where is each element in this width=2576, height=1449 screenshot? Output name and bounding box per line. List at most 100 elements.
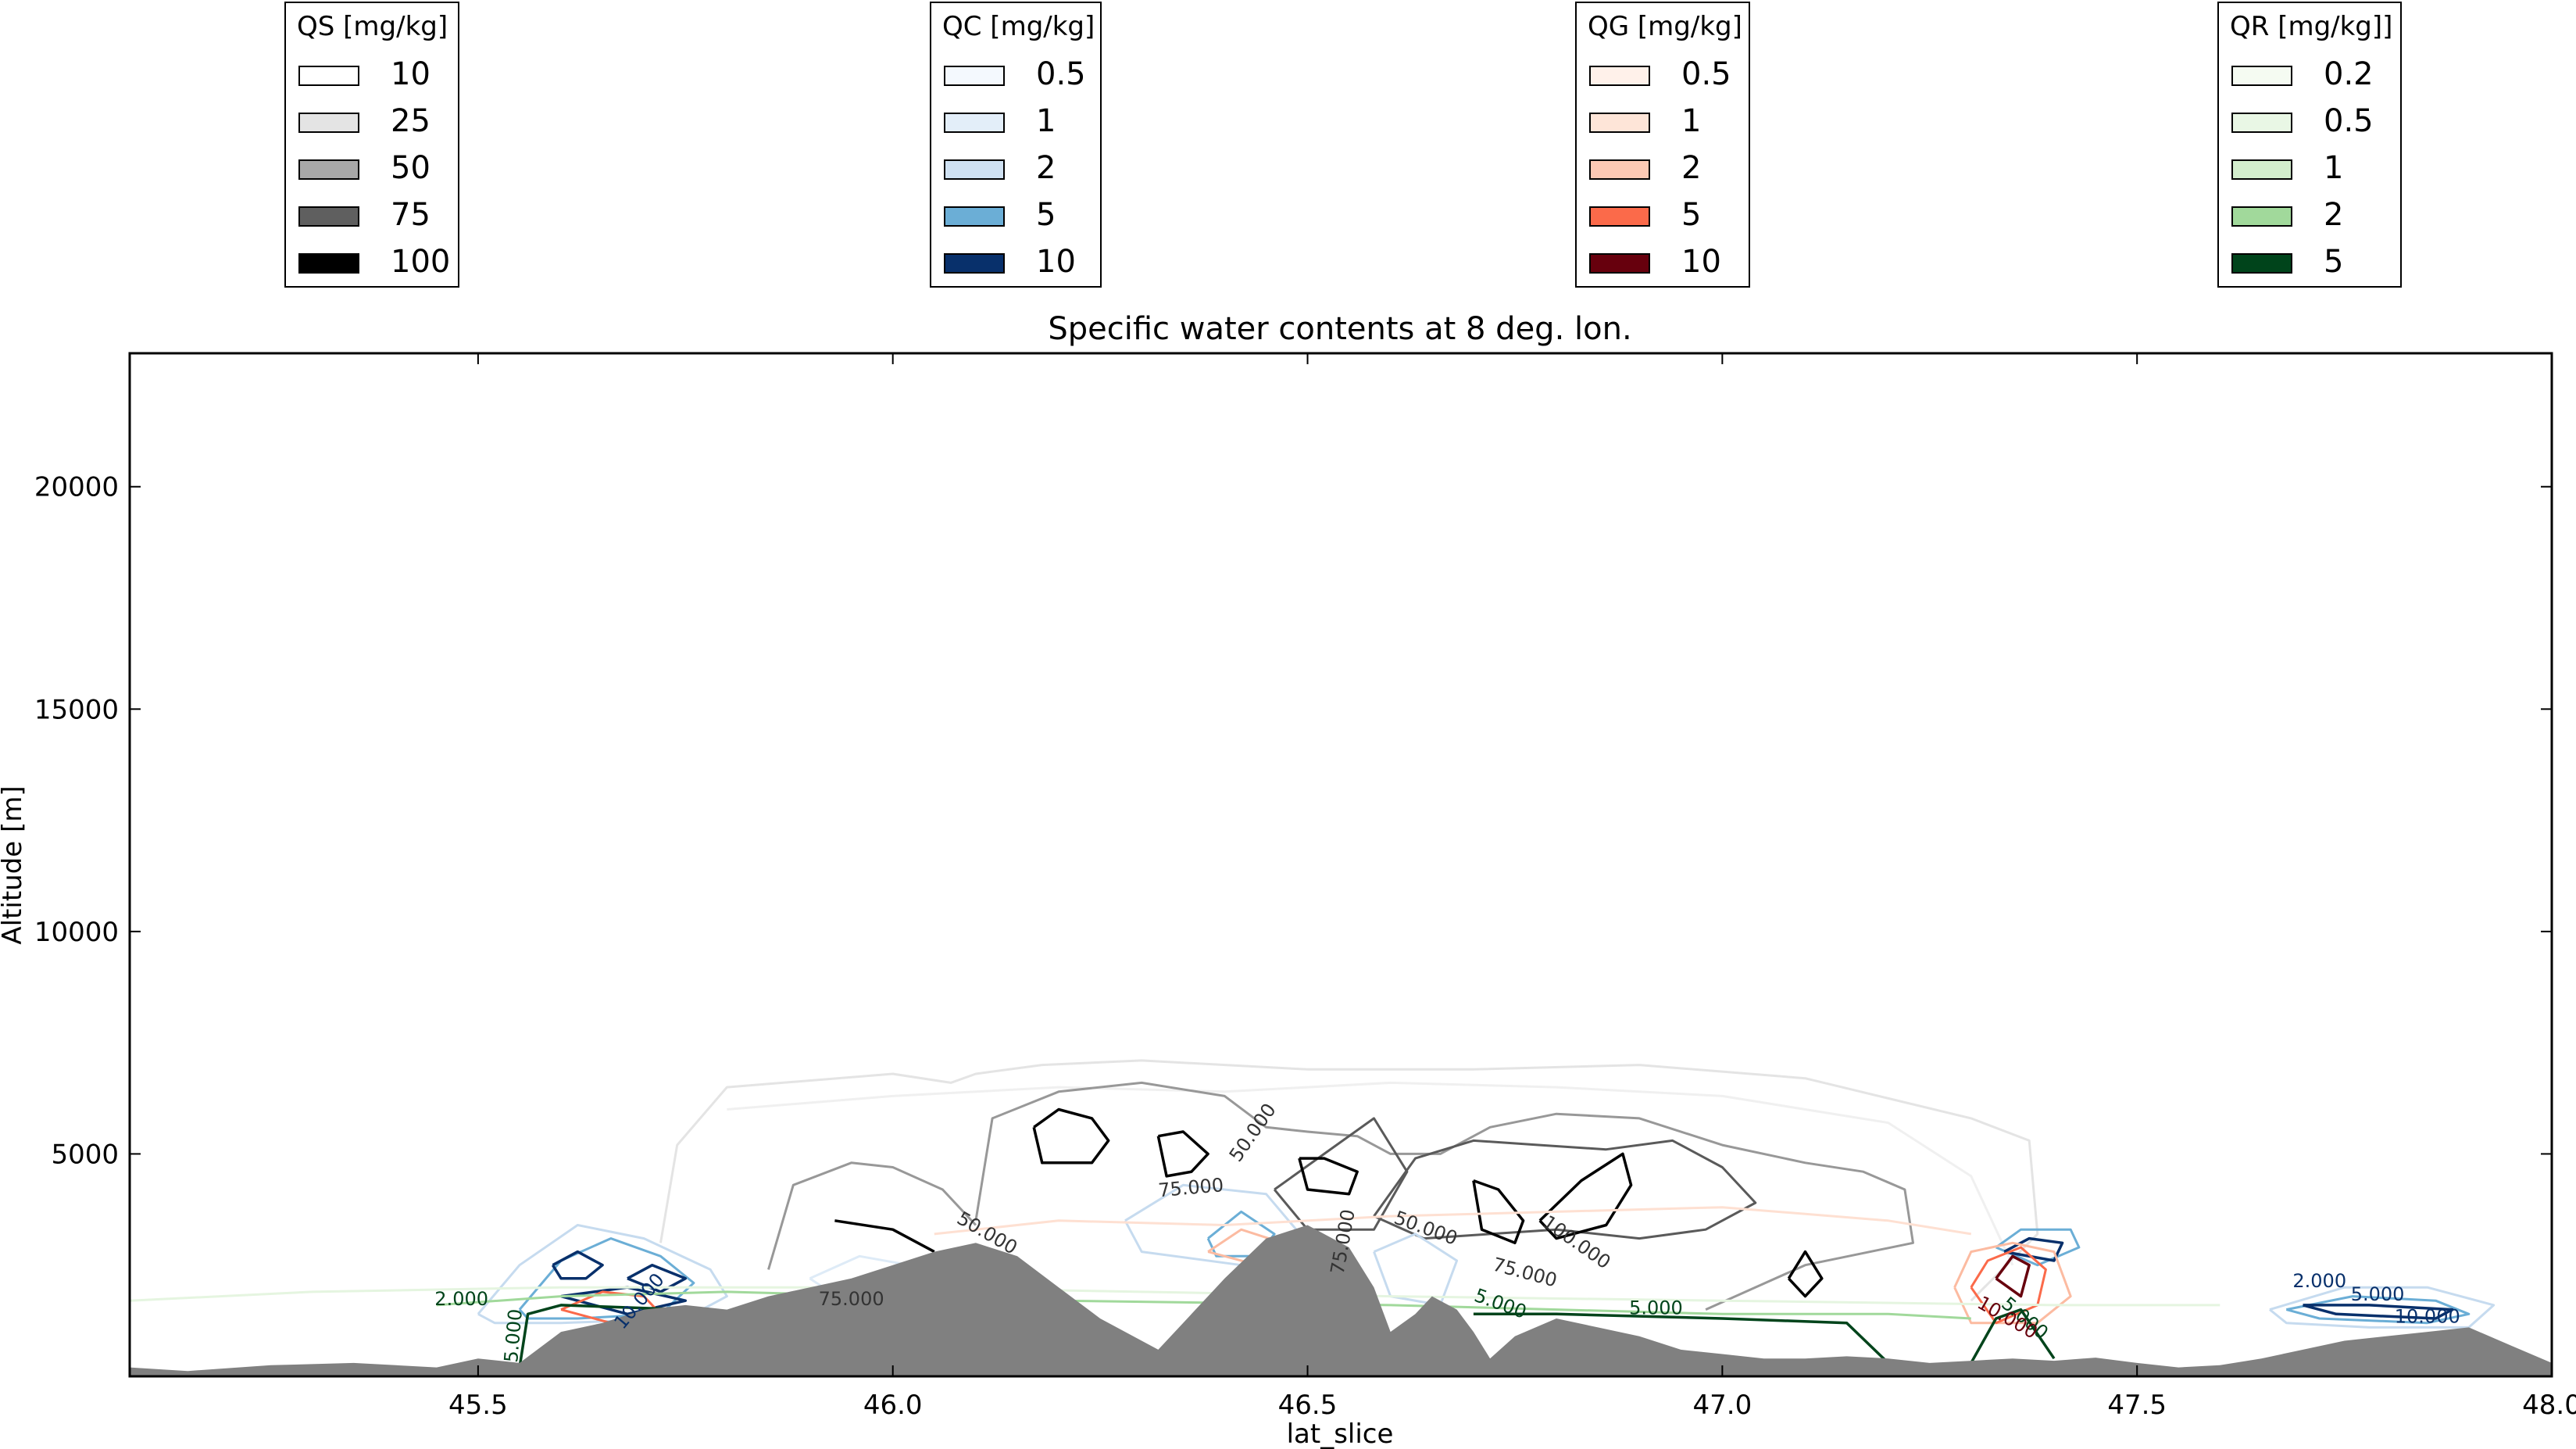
contour-qc-5: [1995, 1228, 2081, 1267]
y-tick-label: 5000: [51, 1139, 119, 1170]
legend-swatch: [1589, 66, 1650, 86]
legend-label: 1: [2324, 150, 2344, 186]
contour-qc-5: [2285, 1295, 2471, 1325]
legend-qr: QR [mg/kg]] 0.2 0.5 1 2 5: [2217, 2, 2402, 288]
legend-swatch: [2231, 159, 2292, 180]
legend-label: 0.5: [1036, 56, 1086, 92]
contour-qs-100: [1472, 1179, 1525, 1245]
legend-entry: 0.5: [2231, 98, 2419, 145]
contour-qg-1: [934, 1206, 1972, 1236]
contour-qr-0.5: [129, 1286, 2221, 1307]
legend-entry: 1: [1589, 98, 1777, 145]
legend-entry: 2: [944, 145, 1131, 192]
legend-qg: QG [mg/kg] 0.5 1 2 5 10: [1575, 2, 1750, 288]
legend-swatch: [1589, 206, 1650, 227]
y-tick-label: 15000: [34, 694, 119, 725]
contour-qg-2: [1953, 1241, 2072, 1325]
legend-entry: 1: [944, 98, 1131, 145]
legend-label: 25: [391, 103, 431, 139]
legend-entry: 2: [1589, 145, 1777, 192]
legend-swatch: [2231, 113, 2292, 133]
legend-swatch: [944, 206, 1005, 227]
contour-label: 5.000: [2351, 1283, 2405, 1305]
contour-label: 75.000: [1490, 1254, 1559, 1292]
contour-qs-25: [727, 1081, 2014, 1266]
legend-entry: 0.2: [2231, 52, 2419, 98]
contour-qs-100: [834, 1219, 935, 1254]
x-tick-label: 48.0: [2522, 1390, 2576, 1421]
legend-label: 0.2: [2324, 56, 2374, 92]
legend-title: QG [mg/kg]: [1588, 11, 1742, 42]
legend-qs: QS [mg/kg] 10 25 50 75 100: [284, 2, 459, 288]
legend-swatch: [298, 113, 359, 133]
contour-qg-5: [1970, 1246, 2047, 1325]
contour-qg-10: [1995, 1254, 2031, 1298]
legend-label: 2: [1681, 150, 1702, 186]
contour-qs-100: [1538, 1152, 1633, 1240]
legend-swatch: [944, 159, 1005, 180]
contour-qs-100: [1032, 1107, 1110, 1165]
legend-entry: 75: [298, 192, 486, 239]
legend-entry: 25: [298, 98, 486, 145]
legend-swatch: [298, 253, 359, 274]
x-tick-label: 46.5: [1278, 1390, 1338, 1421]
legend-swatch: [944, 66, 1005, 86]
contour-qs-100: [1298, 1157, 1359, 1196]
legend-label: 5: [1036, 197, 1056, 233]
y-axis: 5000 10000 15000 20000: [34, 472, 2552, 1170]
contour-label: 2.000: [434, 1288, 488, 1310]
contour-qc-10: [2303, 1304, 2454, 1320]
legend-label: 100: [391, 244, 451, 280]
legend-label: 50: [391, 150, 431, 186]
legend-swatch: [298, 66, 359, 86]
legend-swatch: [944, 253, 1005, 274]
legend-swatch: [2231, 253, 2292, 274]
legend-entry: 0.5: [944, 52, 1131, 98]
contour-qr-5: [1473, 1312, 1889, 1365]
contour-label: 2.000: [2292, 1270, 2346, 1292]
legend-entry: 1: [2231, 145, 2419, 192]
contour-qs-50: [767, 1161, 977, 1270]
legend-swatch: [944, 113, 1005, 133]
contour-qc-10: [560, 1286, 688, 1316]
legend-title: QC [mg/kg]: [942, 11, 1095, 42]
legend-label: 2: [2324, 197, 2344, 233]
terrain-area: [130, 1225, 2552, 1376]
legend-label: 10: [1681, 244, 1721, 280]
legend-title: QR [mg/kg]]: [2230, 11, 2393, 42]
legend-swatch: [298, 206, 359, 227]
legend-entry: 5: [1589, 192, 1777, 239]
legend-label: 1: [1036, 103, 1056, 139]
contour-label: 10.000: [2395, 1306, 2460, 1328]
legend-label: 10: [391, 56, 431, 92]
legend-label: 0.5: [1681, 56, 1731, 92]
y-tick-label: 20000: [34, 472, 119, 503]
x-axis-label: lat_slice: [1287, 1419, 1394, 1449]
contour-qs-100: [1156, 1130, 1209, 1178]
contour-qc-2: [2269, 1286, 2496, 1329]
legend-swatch: [2231, 66, 2292, 86]
legend-entry: 5: [944, 192, 1131, 239]
legend-entry: 10: [944, 239, 1131, 286]
contour-label: 100.000: [1538, 1211, 1614, 1273]
legend-entry: 10: [1589, 239, 1777, 286]
legend-label: 10: [1036, 244, 1076, 280]
contour-qs-100: [1787, 1250, 1824, 1298]
x-tick-label: 45.5: [448, 1390, 508, 1421]
legend-label: 2: [1036, 150, 1056, 186]
contour-qc-10: [551, 1250, 604, 1280]
legend-label: 0.5: [2324, 103, 2374, 139]
legend-entry: 10: [298, 52, 486, 98]
contour-qs-10: [659, 1059, 2039, 1302]
legend-entry: 0.5: [1589, 52, 1777, 98]
legend-swatch: [2231, 206, 2292, 227]
legend-entry: 100: [298, 239, 486, 286]
y-tick-label: 10000: [34, 917, 119, 948]
x-tick-label: 47.5: [2107, 1390, 2167, 1421]
plot-frame: [128, 352, 2553, 1378]
contour-label: 5.000: [500, 1308, 527, 1364]
legend-swatch: [1589, 159, 1650, 180]
contour-label: 75.000: [819, 1288, 884, 1310]
legend-entry: 50: [298, 145, 486, 192]
legend-qc: QC [mg/kg] 0.5 1 2 5 10: [930, 2, 1102, 288]
